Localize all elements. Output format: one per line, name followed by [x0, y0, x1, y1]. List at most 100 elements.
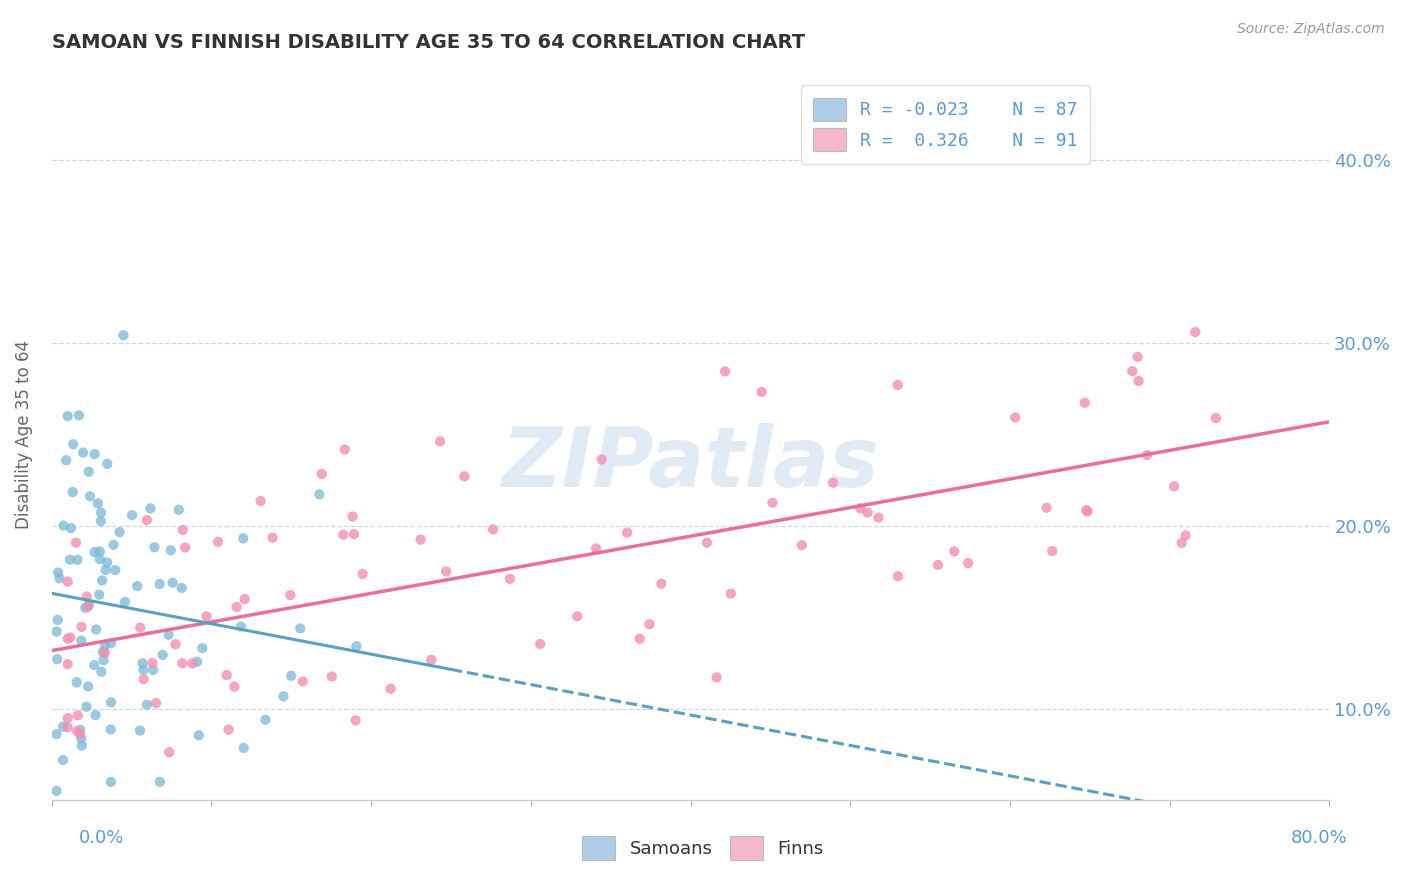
- Point: [529, 637, 551, 651]
- Point: [45, 784, 67, 798]
- Point: [132, 672, 155, 686]
- Point: [1184, 325, 1206, 339]
- Point: [55, 453, 77, 467]
- Point: [89, 544, 111, 558]
- Point: [66, 675, 89, 690]
- Point: [69, 727, 91, 741]
- Point: [139, 501, 162, 516]
- Point: [90, 506, 112, 520]
- Point: [856, 506, 879, 520]
- Point: [346, 639, 368, 653]
- Point: [1121, 364, 1143, 378]
- Point: [62, 437, 84, 451]
- Point: [790, 538, 813, 552]
- Point: [75, 600, 97, 615]
- Point: [62, 485, 84, 500]
- Point: [121, 508, 143, 522]
- Point: [114, 595, 136, 609]
- Point: [273, 690, 295, 704]
- Point: [943, 544, 966, 558]
- Point: [1076, 505, 1098, 519]
- Point: [1004, 410, 1026, 425]
- Point: [52, 720, 75, 734]
- Point: [104, 563, 127, 577]
- Point: [172, 657, 194, 671]
- Point: [83, 545, 105, 559]
- Point: [56, 720, 79, 734]
- Point: [56, 574, 79, 589]
- Point: [233, 592, 256, 607]
- Point: [585, 541, 607, 556]
- Point: [638, 617, 661, 632]
- Point: [696, 535, 718, 549]
- Point: [249, 494, 271, 508]
- Point: [1126, 350, 1149, 364]
- Point: [77, 465, 100, 479]
- Point: [311, 467, 333, 481]
- Point: [187, 728, 209, 742]
- Point: [90, 665, 112, 679]
- Point: [1170, 536, 1192, 550]
- Point: [76, 699, 98, 714]
- Point: [567, 609, 589, 624]
- Point: [135, 698, 157, 712]
- Point: [174, 541, 197, 555]
- Point: [957, 556, 980, 570]
- Point: [195, 609, 218, 624]
- Point: [45, 727, 67, 741]
- Point: [352, 566, 374, 581]
- Point: [409, 533, 432, 547]
- Point: [616, 525, 638, 540]
- Point: [172, 523, 194, 537]
- Text: 0.0%: 0.0%: [79, 829, 124, 847]
- Point: [849, 501, 872, 516]
- Point: [129, 723, 152, 738]
- Point: [761, 496, 783, 510]
- Point: [89, 552, 111, 566]
- Point: [67, 409, 90, 423]
- Point: [1040, 544, 1063, 558]
- Text: SAMOAN VS FINNISH DISABILITY AGE 35 TO 64 CORRELATION CHART: SAMOAN VS FINNISH DISABILITY AGE 35 TO 6…: [52, 33, 804, 52]
- Point: [96, 457, 118, 471]
- Point: [720, 586, 742, 600]
- Point: [232, 740, 254, 755]
- Point: [1163, 479, 1185, 493]
- Point: [650, 576, 672, 591]
- Point: [84, 708, 107, 723]
- Point: [887, 378, 910, 392]
- Point: [420, 653, 443, 667]
- Point: [94, 563, 117, 577]
- Point: [186, 655, 208, 669]
- Point: [91, 645, 114, 659]
- Text: Source: ZipAtlas.com: Source: ZipAtlas.com: [1237, 22, 1385, 37]
- Point: [453, 469, 475, 483]
- Text: ZIPatlas: ZIPatlas: [502, 423, 879, 504]
- Point: [66, 724, 89, 739]
- Point: [131, 657, 153, 671]
- Point: [165, 637, 187, 651]
- Point: [218, 723, 240, 737]
- Point: [159, 543, 181, 558]
- Point: [232, 532, 254, 546]
- Point: [56, 711, 79, 725]
- Point: [46, 566, 69, 580]
- Point: [290, 622, 312, 636]
- Point: [59, 552, 82, 566]
- Point: [46, 613, 69, 627]
- Point: [332, 527, 354, 541]
- Point: [77, 598, 100, 612]
- Point: [79, 489, 101, 503]
- Point: [100, 695, 122, 709]
- Point: [70, 731, 93, 746]
- Point: [215, 668, 238, 682]
- Point: [191, 641, 214, 656]
- Point: [142, 663, 165, 677]
- Point: [207, 534, 229, 549]
- Point: [1076, 503, 1098, 517]
- Point: [100, 775, 122, 789]
- Point: [1205, 411, 1227, 425]
- Point: [127, 579, 149, 593]
- Point: [135, 513, 157, 527]
- Point: [70, 633, 93, 648]
- Point: [706, 670, 728, 684]
